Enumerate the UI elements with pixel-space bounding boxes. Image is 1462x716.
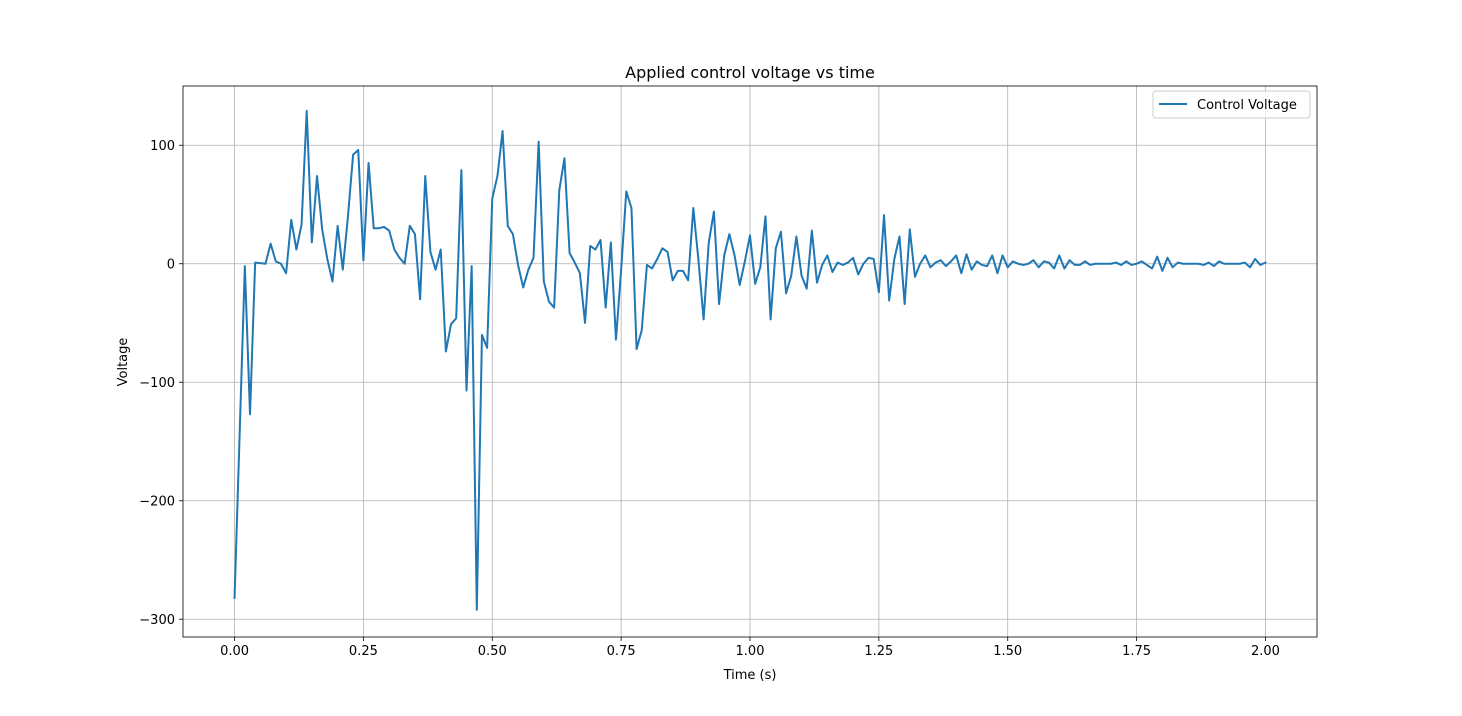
x-axis: 0.00 0.25 0.50 0.75 1.00 1.25 1.50 1.75 2.00 — [220, 637, 1280, 659]
x-tick-label: 0.50 — [478, 644, 507, 659]
grid-lines — [183, 86, 1317, 637]
legend-box — [1152, 90, 1311, 119]
y-tick-label: 0 — [167, 258, 175, 273]
y-axis-label: Voltage — [116, 338, 131, 387]
y-tick-label: −200 — [139, 495, 175, 510]
legend: Control Voltage — [1152, 90, 1311, 119]
y-tick-label: 100 — [150, 139, 175, 154]
legend-label-control-voltage: Control Voltage — [1197, 98, 1297, 113]
x-tick-label: 1.00 — [736, 644, 765, 659]
x-tick-label: 0.00 — [220, 644, 249, 659]
x-tick-label: 0.25 — [349, 644, 378, 659]
x-tick-label: 1.50 — [993, 644, 1022, 659]
x-tick-label: 2.00 — [1251, 644, 1280, 659]
y-axis: −300 −200 −100 0 100 — [139, 139, 183, 628]
x-tick-label: 1.75 — [1122, 644, 1151, 659]
chart-title: Applied control voltage vs time — [625, 63, 875, 82]
y-tick-label: −300 — [139, 613, 175, 628]
series-layer — [233, 109, 1267, 611]
y-tick-label: −100 — [139, 376, 175, 391]
x-tick-label: 0.75 — [607, 644, 636, 659]
x-axis-label: Time (s) — [723, 668, 777, 683]
x-tick-label: 1.25 — [864, 644, 893, 659]
series-line-control-voltage — [233, 109, 1267, 611]
